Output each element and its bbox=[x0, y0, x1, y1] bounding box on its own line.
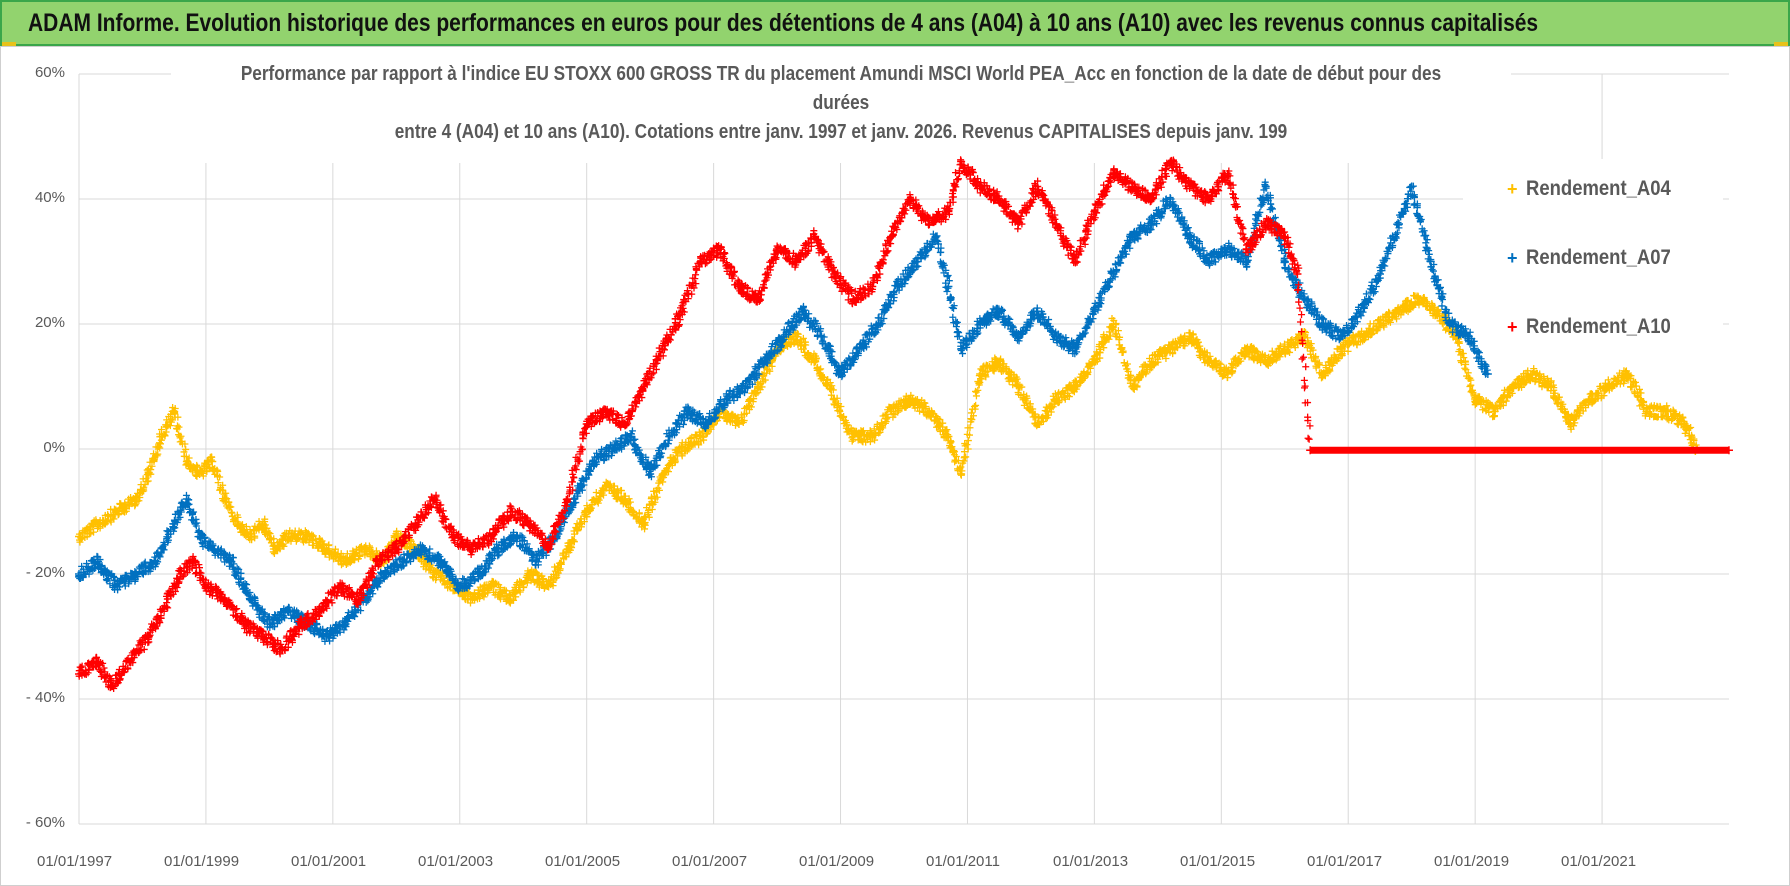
x-tick-label: 01/01/1997 bbox=[37, 853, 113, 870]
legend-label-a07: Rendement_A07 bbox=[1526, 246, 1671, 269]
x-tick-label: 01/01/2015 bbox=[1180, 853, 1256, 870]
banner-corner-left bbox=[2, 42, 16, 47]
legend-marker-a04: + bbox=[1507, 179, 1518, 199]
x-tick-label: 01/01/1999 bbox=[164, 853, 240, 870]
x-tick-label: 01/01/2021 bbox=[1561, 853, 1637, 870]
chart-title-line-1: Performance par rapport à l'indice EU ST… bbox=[240, 63, 1442, 85]
y-tick-label: - 20% bbox=[25, 564, 65, 581]
title-background bbox=[171, 51, 1511, 163]
legend-label-a10: Rendement_A10 bbox=[1526, 315, 1671, 338]
series-rendement-a07 bbox=[75, 178, 1492, 645]
y-tick-label: 40% bbox=[34, 189, 65, 206]
x-tick-label: 01/01/2017 bbox=[1307, 853, 1383, 870]
x-tick-label: 01/01/2003 bbox=[418, 853, 494, 870]
y-tick-label: 60% bbox=[34, 64, 65, 81]
x-tick-label: 01/01/2013 bbox=[1053, 853, 1129, 870]
banner-corner-right bbox=[1774, 42, 1788, 47]
y-tick-label: 0% bbox=[43, 439, 65, 456]
legend-marker-a10: + bbox=[1507, 317, 1518, 337]
series-rendement-a04 bbox=[75, 291, 1702, 607]
y-tick-label: - 40% bbox=[25, 689, 65, 706]
x-tick-label: 01/01/2019 bbox=[1434, 853, 1510, 870]
y-tick-label: - 60% bbox=[25, 814, 65, 831]
legend-marker-a07: + bbox=[1507, 248, 1518, 268]
chart-title-line-3: entre 4 (A04) et 10 ans (A10). Cotations… bbox=[394, 121, 1288, 143]
chart-title-line-2: durées bbox=[812, 92, 870, 114]
banner-title: ADAM Informe. Evolution historique des p… bbox=[28, 9, 1539, 37]
series-marker-cloud bbox=[75, 291, 1700, 607]
x-tick-label: 01/01/2007 bbox=[672, 853, 748, 870]
legend-background bbox=[1463, 159, 1723, 399]
x-tick-label: 01/01/2011 bbox=[926, 853, 1000, 870]
x-tick-label: 01/01/2005 bbox=[545, 853, 621, 870]
x-tick-label: 01/01/2001 bbox=[291, 853, 367, 870]
legend-label-a04: Rendement_A04 bbox=[1526, 177, 1671, 200]
y-tick-label: 20% bbox=[34, 314, 65, 331]
report-banner: ADAM Informe. Evolution historique des p… bbox=[0, 0, 1790, 47]
chart-frame: Performance par rapport à l'indice EU ST… bbox=[0, 46, 1790, 886]
scatter-chart bbox=[75, 51, 1733, 825]
x-tick-label: 01/01/2009 bbox=[799, 853, 875, 870]
